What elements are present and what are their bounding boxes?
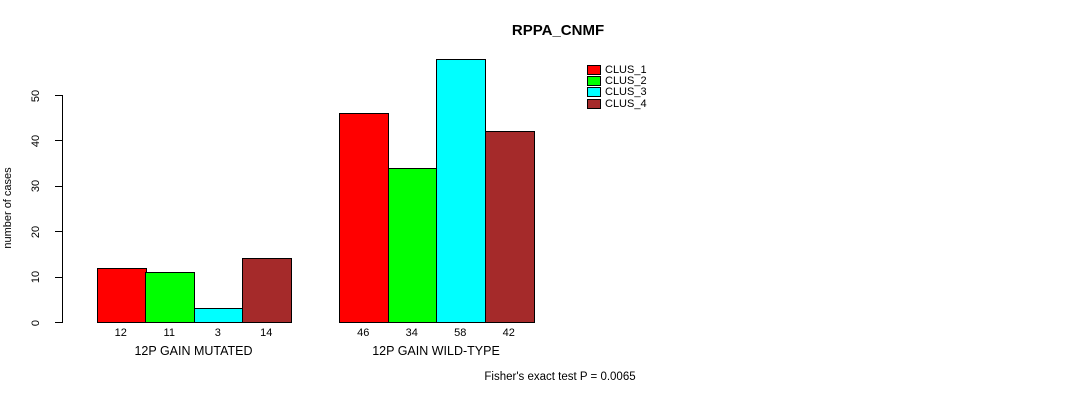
y-tick-label: 30 [30,180,42,193]
y-axis-tick [55,185,62,187]
y-tick-label: 0 [30,319,42,326]
chart-title: RPPA_CNMF [511,22,605,39]
bar-value-label: 12 [114,327,127,339]
legend-swatch-clus_1 [587,65,601,75]
legend-swatch-clus_2 [587,76,601,87]
bar-clus_4-group1 [242,258,292,323]
legend-label-clus_1: CLUS_1 [605,64,647,76]
x-group-label: 12P GAIN WILD-TYPE [372,344,500,358]
legend-label-clus_2: CLUS_2 [605,75,647,88]
y-axis-title: number of cases [2,167,14,249]
bar-value-label: 58 [454,327,467,339]
y-tick-label: 40 [30,134,42,148]
bar-clus_1-group2 [339,113,389,323]
legend-label-clus_3: CLUS_3 [605,86,647,99]
y-tick-label: 10 [30,270,42,284]
y-axis-tick [55,95,62,96]
y-axis-tick [55,231,62,233]
bar-clus_3-group1 [194,308,244,323]
fisher-test-annotation: Fisher's exact test P = 0.0065 [484,371,636,383]
bar-clus_2-group2 [388,167,438,323]
bar-clus_1-group1 [97,267,147,323]
legend-label-clus_4: CLUS_4 [605,97,647,110]
y-tick-label: 20 [30,225,42,238]
legend-swatch-clus_3 [587,87,601,98]
bar-clus_3-group2 [436,58,486,323]
y-axis-tick [55,276,62,278]
legend-swatch-clus_4 [587,98,601,109]
bar-value-label: 3 [214,327,221,339]
y-axis-line [62,95,63,323]
y-axis-tick [55,322,62,323]
bar-value-label: 42 [502,327,515,339]
bar-clus_4-group2 [485,131,535,323]
bar-clus_2-group1 [145,272,195,323]
y-axis-tick [55,140,62,142]
bar-value-label: 11 [163,327,175,339]
bar-value-label: 34 [405,327,418,339]
x-group-label: 12P GAIN MUTATED [134,344,253,358]
bar-value-label: 14 [260,327,273,339]
y-tick-label: 50 [30,89,42,102]
bar-value-label: 46 [357,327,370,339]
